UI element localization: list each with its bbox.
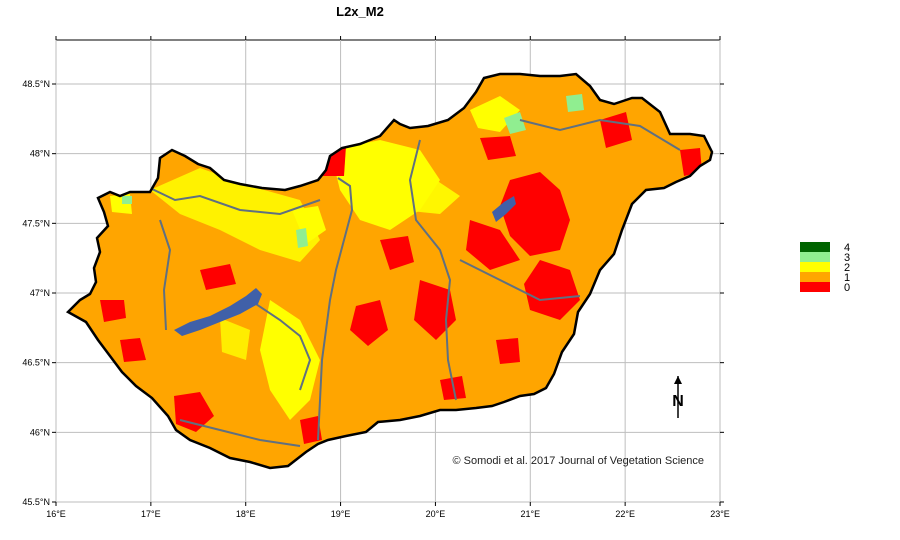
y-tick-label: 45.5°N <box>22 497 50 507</box>
axes: 16°E 17°E 18°E 19°E 20°E 21°E 22°E 23°E 45.5°N 46… <box>22 36 730 519</box>
country-base-fill <box>68 74 712 468</box>
x-tick-label: 20°E <box>426 509 446 519</box>
country-border <box>65 72 714 470</box>
legend-swatch <box>800 272 830 282</box>
hungary-map <box>68 74 712 468</box>
x-tick-label: 18°E <box>236 509 256 519</box>
class-3-areas <box>122 94 584 248</box>
y-tick-label: 48.5°N <box>22 79 50 89</box>
class-0-areas <box>100 112 702 444</box>
legend-swatch <box>800 252 830 262</box>
legend-label: 0 <box>844 282 850 294</box>
lake-balaton <box>174 288 262 336</box>
credit-text: © Somodi et al. 2017 Journal of Vegetati… <box>453 455 705 467</box>
x-tick-label: 23°E <box>710 509 730 519</box>
north-arrow-icon: N <box>672 376 684 418</box>
x-tick-label: 21°E <box>520 509 540 519</box>
class-2-areas <box>110 96 520 420</box>
north-label: N <box>672 393 684 410</box>
lakes <box>174 196 516 336</box>
y-tick-label: 46°N <box>30 427 50 437</box>
legend-swatch <box>800 282 830 292</box>
y-tick-label: 47°N <box>30 288 50 298</box>
x-tick-label: 22°E <box>615 509 635 519</box>
x-tick-label: 16°E <box>46 509 66 519</box>
legend-label: 2 <box>844 262 850 274</box>
map-title: L2x_M2 <box>336 4 384 19</box>
x-tick-label: 17°E <box>141 509 161 519</box>
legend-swatch <box>800 262 830 272</box>
legend-swatch <box>800 242 830 252</box>
lake-tisza <box>492 196 516 222</box>
y-tick-label: 47.5°N <box>22 218 50 228</box>
legend-label: 1 <box>844 272 850 284</box>
legend-label: 4 <box>844 242 850 254</box>
y-tick-label: 48°N <box>30 149 50 159</box>
x-tick-label: 19°E <box>331 509 351 519</box>
y-tick-label: 46.5°N <box>22 358 50 368</box>
legend-label: 3 <box>844 252 850 264</box>
